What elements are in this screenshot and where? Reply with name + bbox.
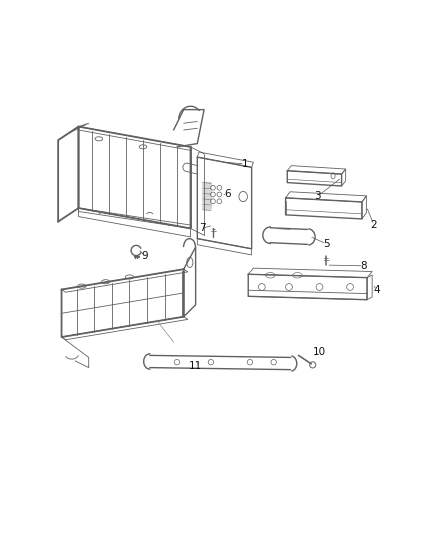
Text: 3: 3: [314, 191, 321, 201]
Text: 7: 7: [199, 223, 206, 233]
Text: 9: 9: [141, 251, 148, 261]
Text: 8: 8: [360, 261, 367, 271]
Text: 6: 6: [225, 190, 231, 199]
Text: 11: 11: [189, 361, 202, 371]
Text: 1: 1: [241, 159, 248, 169]
Text: 10: 10: [313, 348, 326, 357]
Text: 5: 5: [323, 239, 330, 249]
Text: 2: 2: [371, 220, 377, 230]
Text: 4: 4: [374, 285, 381, 295]
